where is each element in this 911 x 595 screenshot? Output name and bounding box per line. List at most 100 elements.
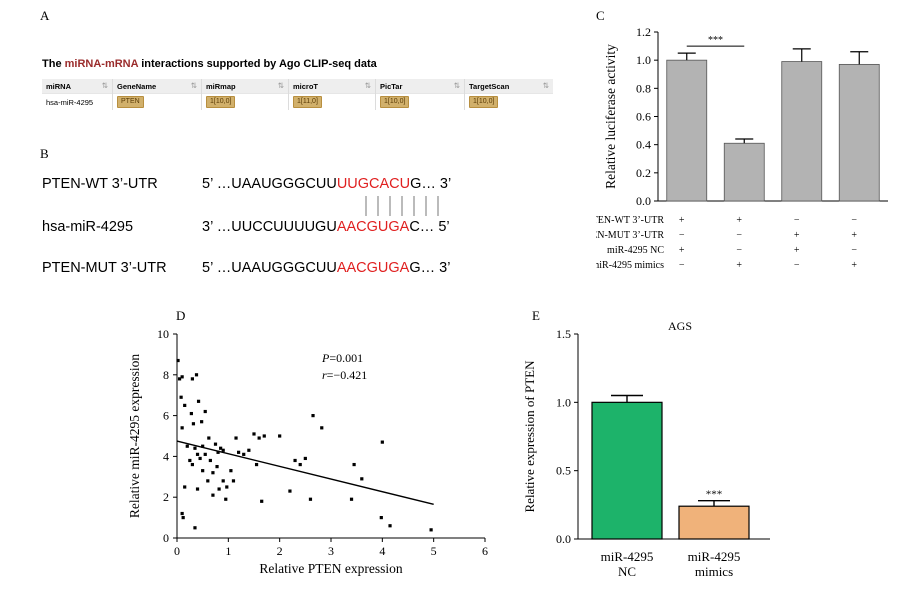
x-tick-label: 0 [174,544,180,558]
scatter-point [221,448,225,452]
scatter-point [198,456,202,461]
wt-prefix: 5’ …UAAUGGGCUU [202,176,337,192]
microt-tag[interactable]: 1[11,0] [293,96,322,108]
annotation-p: P=0.001 [321,351,363,365]
scatter-point [303,456,307,461]
scatter-point [254,462,259,467]
scatter-point [189,411,193,416]
scatter-point [191,422,196,426]
column-header-mirna[interactable]: miRNA ⇅ [42,79,113,94]
mirmap-tag[interactable]: 1[10,0] [206,96,236,108]
wt-suffix: G… 3’ [410,176,452,192]
x-tick-label: 2 [277,544,283,558]
scatter-point [234,436,238,440]
y-tick-label: 6 [163,409,169,423]
scatter-point [308,497,313,501]
panel-label-e: E [532,308,540,323]
y-tick-label: 1.0 [556,395,571,409]
bar [678,505,750,540]
panel-a-title: The miRNA-mRNA interactions supported by… [42,58,377,70]
scatter-point [201,444,205,448]
title-pre: The [42,58,65,70]
sort-icon[interactable]: ⇅ [453,81,460,90]
condition-label: miR-4295 NC [607,245,664,256]
x-tick-label: 3 [328,544,334,558]
targetscan-tag[interactable]: 1[10,0] [469,96,499,108]
y-tick-label: 2 [163,490,169,504]
scatter-point [208,458,212,463]
column-header-microt[interactable]: microT ⇅ [288,79,376,94]
cell-mirmap: 1[10,0] [201,93,289,110]
scatter-point [298,462,302,467]
x-tick-label: 1 [225,544,231,558]
x-tick-label: 4 [379,544,385,558]
scatter-point [203,409,207,414]
scatter-point [217,487,221,491]
scatter-point [231,479,236,483]
mut-suffix: G… 3’ [409,260,451,276]
category-label-line1: miR-4295 [601,549,654,564]
condition-sign: − [794,215,800,226]
column-header-mirmap[interactable]: miRmap ⇅ [201,79,289,94]
condition-sign: − [851,245,857,256]
bar [723,142,765,202]
scatter-point [219,446,223,450]
condition-sign: − [851,215,857,226]
y-tick-label: 10 [157,327,169,341]
mut-prefix: 5’ …UAAUGGGCUU [202,260,337,276]
y-tick-label: 0.0 [556,532,571,546]
column-header-genename[interactable]: GeneName ⇅ [112,79,202,94]
condition-sign: − [794,260,800,271]
cell-gene: PTEN [112,93,202,110]
condition-sign: + [736,260,742,271]
scatter-point [225,485,229,489]
panel-label-a: A [40,8,50,23]
scatter-point [278,434,282,438]
sort-icon[interactable]: ⇅ [364,81,371,90]
mut-name: PTEN-MUT 3’-UTR [42,260,167,276]
scatter-point [388,524,392,528]
condition-sign: + [794,245,800,256]
scatter-point [180,426,184,430]
scatter-point [242,452,246,456]
title-post: interactions supported by Ago CLIP-seq d… [138,58,377,70]
sort-icon[interactable]: ⇅ [277,81,284,90]
panel-label-b: B [40,146,49,161]
scatter-point [213,442,218,446]
chart-c-luciferase: 0.0 0.2 0.4 0.6 0.8 1.0 1.2 Relative luciferase… [596,25,888,271]
annotation-r: r=−0.421 [322,368,367,382]
cell-mirna: hsa-miR-4295 [42,93,113,110]
mut-sequence-row: PTEN-MUT 3’-UTR 5’ …UAAUGGGCUUAACGUGAG… 3… [42,260,450,276]
y-tick-label: 0.0 [636,194,651,208]
y-tick-label: 0.6 [636,110,651,124]
scatter-point [229,469,233,473]
condition-sign: − [679,260,685,271]
bar [838,63,880,202]
annotation-r-value: =−0.421 [327,368,368,382]
condition-sign: + [679,215,685,226]
y-tick-label: 8 [163,368,169,382]
scatter-point [211,493,215,497]
column-header-targetscan[interactable]: TargetScan ⇅ [464,79,553,94]
condition-sign: + [736,215,742,226]
column-header-pictar[interactable]: PicTar ⇅ [375,79,465,94]
condition-label: miR-4295 mimics [596,260,664,271]
wt-name: PTEN-WT 3’-UTR [42,176,158,192]
sort-icon[interactable]: ⇅ [101,81,108,90]
scatter-point [177,377,182,381]
scatter-point [180,375,184,379]
scatter-point [188,458,192,463]
pictar-tag[interactable]: 1[10,0] [380,96,410,108]
sort-icon[interactable]: ⇅ [542,81,549,90]
condition-label: PTEN-WT 3’-UTR [596,215,664,226]
y-axis-label: Relative luciferase activity [603,44,618,189]
category-label-line2: NC [618,564,636,579]
scatter-point [380,440,384,444]
condition-sign: + [851,260,857,271]
gene-tag[interactable]: PTEN [117,96,144,108]
scatter-point [181,516,185,520]
wt-sequence-row: PTEN-WT 3’-UTR 5’ …UAAUGGGCUUUUGCACUG… 3’ [42,176,451,192]
table-row: hsa-miR-4295 PTEN 1[10,0] 1[11,0] 1[10,0… [42,93,553,110]
sort-icon[interactable]: ⇅ [190,81,197,90]
scatter-point [360,477,364,481]
